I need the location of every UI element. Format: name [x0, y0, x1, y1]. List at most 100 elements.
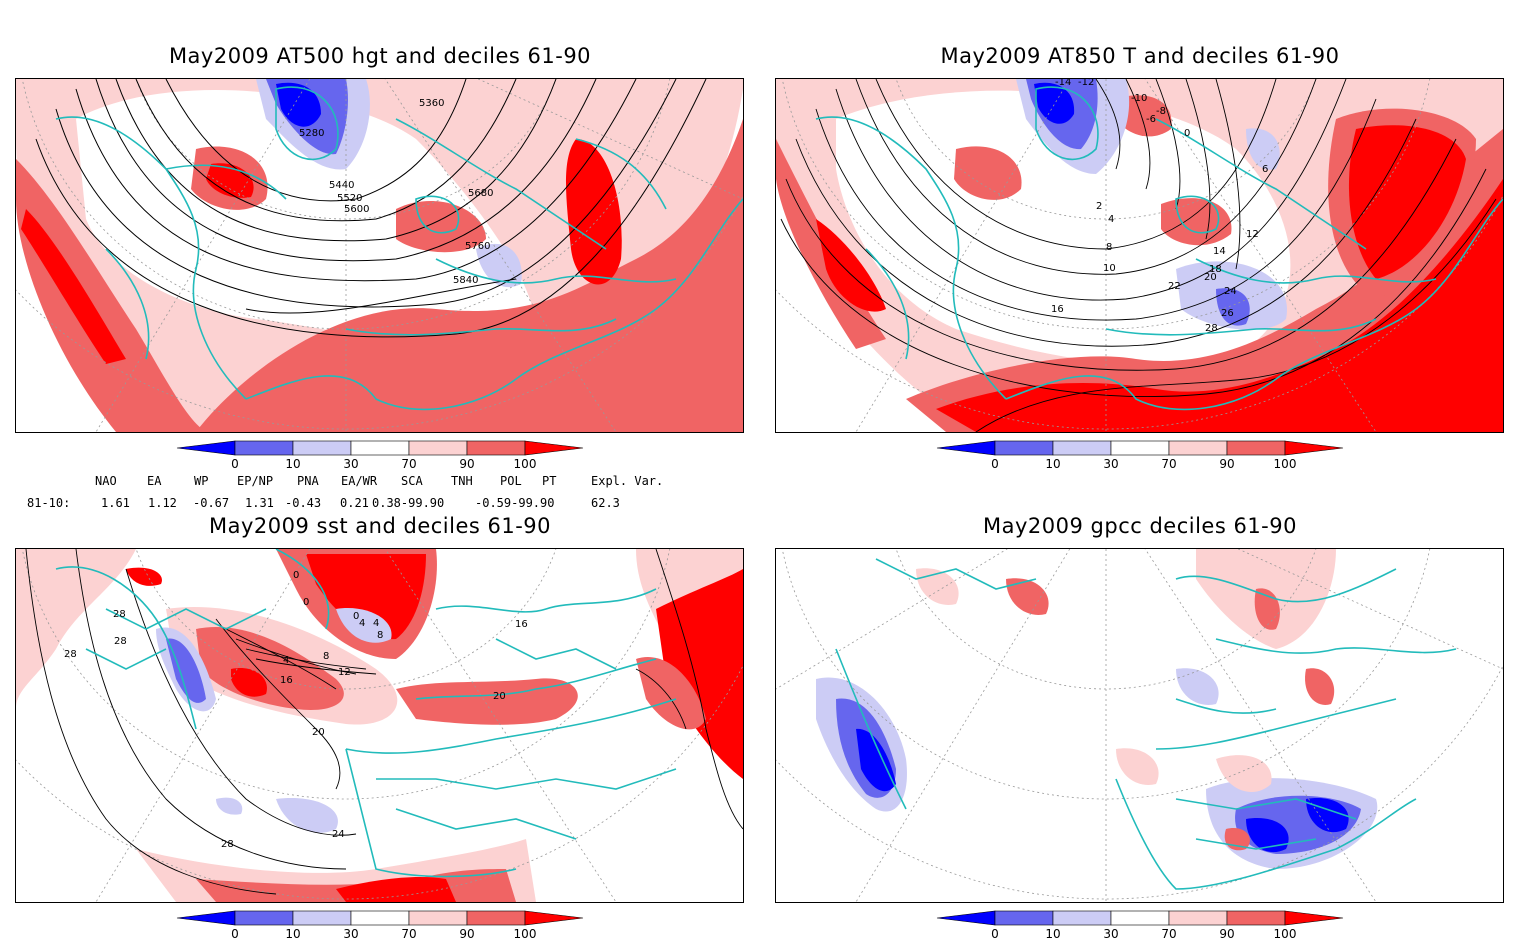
colorbar-tick-label: 0 [991, 927, 999, 941]
mid-red-east [1305, 668, 1335, 705]
index-header: Expl. Var. [591, 474, 664, 488]
mid-red-arctic [1116, 95, 1172, 137]
deep-red-nordic [306, 554, 426, 640]
contour-label: 4 [373, 618, 379, 629]
colorbar-segment [234, 440, 294, 456]
index-value: -0.59-99.90 [475, 496, 555, 510]
colorbar-tick-label: 30 [343, 457, 358, 471]
contour-label: 16 [1051, 304, 1064, 315]
colorbar-at850: 0 10 30 70 90 100 [935, 438, 1355, 478]
off-map-left [16, 79, 116, 432]
index-row-label: 81-10: [27, 496, 71, 510]
contour-label: -12 [1078, 79, 1094, 88]
contour-label: -14 [1055, 79, 1071, 88]
light-blue-atlantic [276, 798, 338, 833]
colorbar-tick-label: 30 [1103, 927, 1118, 941]
colorbar-segment [466, 440, 526, 456]
colorbar-segment [1226, 910, 1286, 926]
contour-label: 28 [114, 636, 127, 647]
light-red-west-europe [916, 568, 959, 605]
colorbar-tick-label: 70 [1161, 927, 1176, 941]
colorbar-svg: 0 10 30 70 90 100 [936, 440, 1344, 471]
contour-label: 24 [1224, 286, 1237, 297]
colorbar-svg: 0 10 30 70 90 100 [176, 910, 584, 941]
contour-label: 28 [1205, 323, 1218, 334]
index-header: NAO [95, 474, 117, 488]
deep-red-west [21, 209, 126, 364]
light-blue-patch [216, 797, 243, 815]
colorbar-high-arrow [524, 440, 584, 456]
index-header: EP/NP [237, 474, 274, 488]
colorbar-high-arrow [524, 910, 584, 926]
contour-label: 6 [1262, 164, 1268, 175]
index-value: 0.21 [340, 496, 369, 510]
index-value: 1.12 [148, 496, 177, 510]
contour-label: 5840 [453, 275, 478, 286]
mid-red-med [396, 678, 578, 725]
colorbar-segment [408, 910, 468, 926]
contour-label: 5360 [419, 98, 444, 109]
mid-red-atlantic [196, 627, 344, 710]
colorbar-segment [1226, 440, 1286, 456]
colorbar-tick-label: 30 [343, 927, 358, 941]
colorbar-tick-label: 100 [514, 457, 537, 471]
contour-label: 14 [1213, 246, 1226, 257]
index-value: 1.31 [245, 496, 274, 510]
contour-label: 12 [338, 667, 351, 678]
colorbar-tick-label: 100 [514, 927, 537, 941]
contour-label: 5440 [329, 180, 354, 191]
colorbar-segment [1110, 910, 1170, 926]
colorbar-tick-label: 70 [401, 927, 416, 941]
deep-red-east [656, 569, 743, 779]
colorbar-tick-label: 100 [1274, 457, 1297, 471]
contour-label: 5760 [465, 241, 490, 252]
colorbar-segment [350, 440, 410, 456]
colorbar-svg: 0 10 30 70 90 100 [176, 440, 584, 471]
colorbar-tick-label: 10 [1045, 457, 1060, 471]
mid-red-europe [1161, 198, 1232, 246]
colorbar-gpcc: 0 10 30 70 90 100 [935, 908, 1355, 948]
deep-red-northeast [1348, 125, 1466, 279]
contour-label: 10 [1103, 263, 1116, 274]
deep-blue-greenland [1034, 82, 1075, 124]
mid-blue-russia [1216, 288, 1250, 326]
colorbar-segment [994, 440, 1054, 456]
index-header: EA/WR [341, 474, 378, 488]
contour-label: 4 [283, 655, 289, 666]
contour-label: 4 [1108, 214, 1114, 225]
colorbar-low-arrow [176, 440, 236, 456]
colorbar-tick-label: 90 [459, 457, 474, 471]
contour-label: 0 [303, 597, 309, 608]
index-header: PT [542, 474, 557, 488]
mid-red-north-2 [1006, 578, 1049, 615]
panel-title-gpcc: May2009 gpcc deciles 61-90 [983, 514, 1297, 538]
contour-label: 4 [359, 618, 365, 629]
map-at850: -14 -12 -10 -8 -6 0 2 4 6 8 10 12 14 16 … [775, 78, 1504, 433]
map-sst: 0 0 0 4 4 8 4 8 12 16 16 20 20 24 28 28 … [15, 548, 744, 903]
light-red-mideast [1116, 748, 1159, 785]
contour-label: 0 [1184, 128, 1190, 139]
contour-label: 16 [515, 619, 528, 630]
index-value: -0.67 [193, 496, 230, 510]
deep-blue-greenland [276, 82, 321, 127]
colorbar-tick-label: 70 [1161, 457, 1176, 471]
white-interior [836, 90, 1291, 364]
index-value: 62.3 [591, 496, 620, 510]
index-value: -0.43 [285, 496, 322, 510]
index-value: 1.61 [101, 496, 130, 510]
light-blue-europe [1176, 668, 1219, 705]
contour-label: 8 [1106, 242, 1112, 253]
colorbar-tick-label: 0 [231, 457, 239, 471]
light-red-west [16, 549, 136, 709]
index-header: SCA [401, 474, 423, 488]
contour-label: 0 [293, 570, 299, 581]
colorbar-tick-label: 30 [1103, 457, 1118, 471]
colorbar-segment [292, 440, 352, 456]
colorbar-tick-label: 90 [1219, 927, 1234, 941]
mid-red-west [16, 159, 206, 432]
contour-label: 18 [1209, 264, 1222, 275]
colorbar-low-arrow [936, 910, 996, 926]
colorbar-tick-label: 90 [459, 927, 474, 941]
colorbar-tick-label: 10 [1045, 927, 1060, 941]
deep-red-west [816, 219, 886, 312]
